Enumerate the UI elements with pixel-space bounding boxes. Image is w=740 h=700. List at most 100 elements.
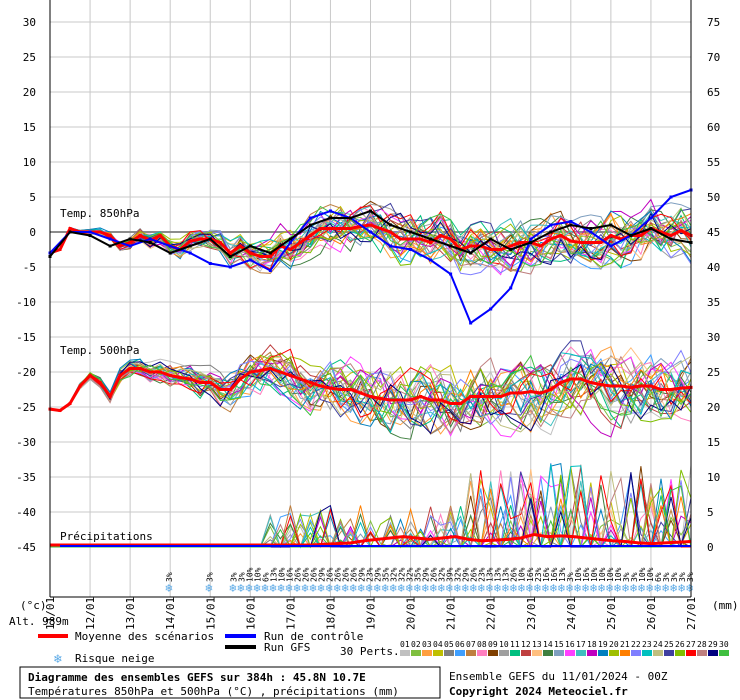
- series-point: [148, 241, 152, 244]
- snow-pct: 10%: [253, 567, 262, 582]
- precip-label: Précipitations: [60, 530, 153, 543]
- snow-pct: 3%: [566, 572, 575, 582]
- x-tick-label: 17/01: [284, 597, 297, 630]
- x-tick-label: 16/01: [244, 597, 257, 630]
- series-point: [78, 384, 82, 388]
- x-tick-label: 14/01: [164, 597, 177, 630]
- series-point: [198, 237, 202, 241]
- series-point: [238, 377, 242, 381]
- series-point: [519, 391, 523, 395]
- pert-swatch: [521, 650, 531, 656]
- pert-number: 02: [411, 640, 421, 649]
- left-tick-label: 15: [23, 121, 36, 134]
- snowflake-icon: ❄: [590, 581, 597, 595]
- series-point: [168, 244, 172, 248]
- series-point: [158, 234, 162, 237]
- snowflake-icon: ❄: [470, 581, 477, 595]
- snow-pct: 29%: [357, 567, 366, 582]
- pert-swatch: [488, 650, 498, 656]
- series-point: [58, 409, 62, 412]
- series-point: [569, 223, 573, 227]
- pert-swatch: [499, 650, 509, 656]
- series-point: [248, 244, 252, 248]
- series-point: [379, 397, 383, 401]
- series-point: [509, 248, 513, 251]
- series-point: [318, 227, 322, 230]
- pert-number: 30: [719, 640, 729, 649]
- snowflake-icon: ❄: [237, 581, 244, 595]
- member-line: [49, 354, 692, 424]
- snowflake-icon: ❄: [550, 581, 557, 595]
- series-point: [419, 395, 423, 398]
- legend-control-label: Run de contrôle: [264, 630, 363, 643]
- series-point: [108, 237, 112, 241]
- snow-pct: 26%: [333, 567, 342, 582]
- series-point: [369, 230, 372, 234]
- x-tick-label: 11/01: [44, 597, 57, 630]
- right-tick-label: 50: [707, 191, 720, 204]
- snow-pct: 3%: [670, 572, 679, 582]
- pert-swatch: [664, 650, 674, 656]
- series-point: [429, 241, 433, 244]
- pert-number: 29: [708, 640, 718, 649]
- series-point: [148, 370, 152, 374]
- x-tick-label: 20/01: [405, 597, 418, 630]
- series-point: [429, 237, 433, 241]
- x-tick-label: 19/01: [365, 597, 378, 630]
- x-tick-label: 24/01: [565, 597, 578, 630]
- series-point: [679, 229, 683, 233]
- pert-number: 16: [565, 640, 575, 649]
- snow-pct: 10%: [245, 567, 254, 582]
- snowflake-icon: ❄: [406, 581, 413, 595]
- series-point: [589, 241, 593, 244]
- series-point: [98, 381, 102, 384]
- left-tick-label: -45: [16, 541, 36, 554]
- right-tick-label: 5: [707, 506, 714, 519]
- snowflake-icon: ❄: [454, 581, 461, 595]
- snowflake-icon: ❄: [205, 581, 212, 595]
- x-tick-label: 25/01: [605, 597, 618, 630]
- series-point: [469, 395, 473, 398]
- series-point: [489, 248, 493, 251]
- pert-number: 15: [554, 640, 564, 649]
- series-point: [88, 230, 92, 234]
- series-point: [669, 237, 673, 241]
- snow-pct: 10%: [518, 567, 527, 582]
- footer-box: [19, 666, 441, 699]
- series-point: [68, 227, 72, 230]
- series-point: [469, 251, 473, 255]
- series-point: [268, 367, 272, 370]
- pert-color-keys: 01 02 03 04 05 06 07 08 09 10 11 12 13 14 15 16 17 18 19 20…: [400, 640, 729, 656]
- right-tick-label: 75: [707, 16, 720, 29]
- snowflake-icon: ❄: [582, 581, 589, 595]
- series-point: [308, 223, 312, 227]
- snowflake-icon: ❄: [686, 581, 693, 595]
- series-point: [228, 265, 232, 269]
- series-point: [148, 237, 152, 241]
- series-point: [108, 244, 112, 248]
- pert-number: 26: [675, 640, 685, 649]
- snow-pct: 26%: [430, 567, 439, 582]
- legend-gfs-label: Run GFS: [264, 641, 310, 654]
- x-tick-label: 21/01: [445, 597, 458, 630]
- right-tick-label: 70: [707, 51, 720, 64]
- series-point: [559, 381, 563, 384]
- pert-swatch: [708, 650, 718, 656]
- pert-number: 10: [499, 640, 509, 649]
- series-point: [629, 234, 633, 237]
- snowflake-icon: ❄: [438, 581, 445, 595]
- series-point: [338, 388, 342, 391]
- left-tick-label: -15: [16, 331, 36, 344]
- legend-snow-label: Risque neige: [75, 652, 154, 665]
- snowflake-icon: ❄: [494, 581, 501, 595]
- series-point: [158, 370, 162, 374]
- snow-pct: 6%: [261, 572, 270, 582]
- pert-number: 18: [587, 640, 597, 649]
- series-point: [238, 244, 242, 248]
- legend: Moyenne des scénarios Run de contrôle Ru…: [38, 630, 729, 667]
- snowflake-icon: ❄: [486, 581, 493, 595]
- pert-number: 23: [642, 640, 652, 649]
- series-point: [669, 388, 673, 391]
- snowflake-icon: ❄: [622, 581, 629, 595]
- pert-swatch: [477, 650, 487, 656]
